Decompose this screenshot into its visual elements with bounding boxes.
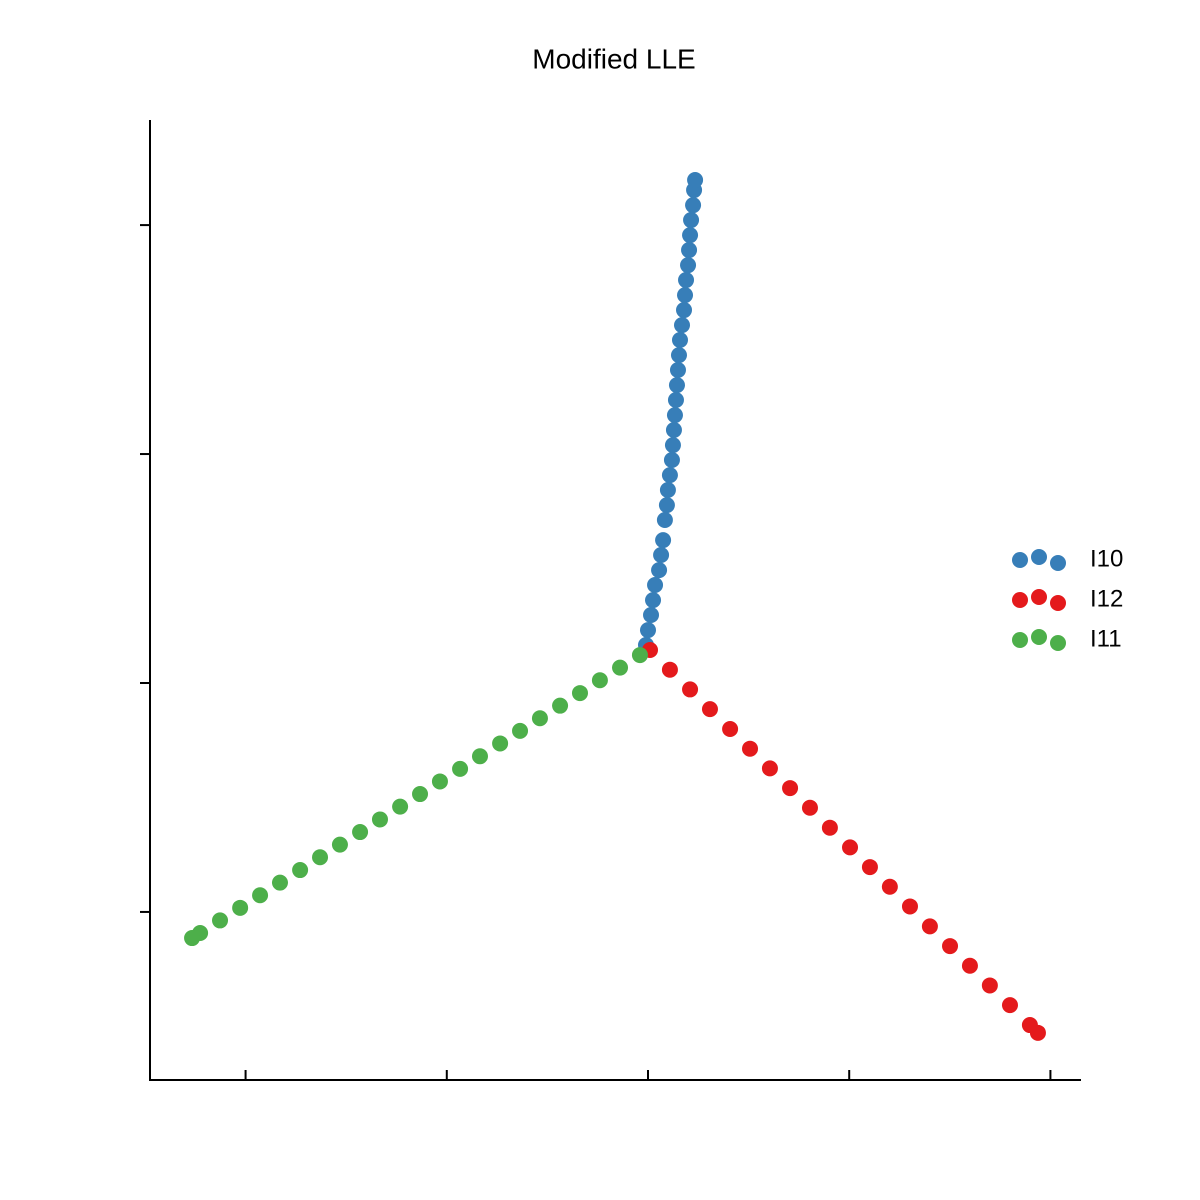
point — [801, 799, 818, 816]
point — [861, 859, 878, 876]
legend-label: I11 — [1090, 625, 1122, 652]
legend-label: I10 — [1090, 545, 1123, 572]
legend-marker — [1050, 635, 1066, 651]
point — [392, 798, 409, 815]
point — [664, 437, 681, 454]
point — [665, 422, 682, 439]
point — [961, 957, 978, 974]
point — [492, 735, 509, 752]
point — [252, 887, 269, 904]
point — [661, 467, 678, 484]
point — [666, 407, 683, 424]
legend-marker — [1050, 595, 1066, 611]
point — [352, 824, 369, 841]
legend-marker — [1012, 592, 1028, 608]
point — [631, 647, 648, 664]
point — [669, 362, 686, 379]
point — [643, 606, 660, 623]
point — [681, 242, 698, 259]
point — [271, 874, 288, 891]
point — [742, 740, 759, 757]
point — [663, 451, 680, 468]
point — [656, 511, 673, 528]
point — [512, 722, 529, 739]
point — [658, 497, 675, 514]
point — [881, 878, 898, 895]
point — [677, 287, 694, 304]
point — [612, 659, 629, 676]
point — [821, 819, 838, 836]
point — [552, 697, 569, 714]
point — [659, 481, 676, 498]
point — [782, 780, 799, 797]
legend-marker — [1031, 589, 1047, 605]
point — [639, 622, 656, 639]
point — [682, 227, 699, 244]
point — [683, 212, 700, 229]
point — [761, 760, 778, 777]
point — [842, 839, 859, 856]
point — [531, 710, 548, 727]
point — [431, 773, 448, 790]
point — [722, 721, 739, 738]
point — [670, 347, 687, 364]
legend-marker — [1050, 555, 1066, 571]
point — [678, 272, 695, 289]
point — [687, 171, 704, 188]
point — [184, 930, 201, 947]
legend-marker — [1012, 552, 1028, 568]
point — [651, 562, 668, 579]
point — [645, 592, 662, 609]
point — [685, 197, 702, 214]
point — [674, 317, 691, 334]
point — [701, 701, 718, 718]
chart-title: Modified LLE — [532, 43, 695, 74]
point — [901, 898, 918, 915]
point — [412, 786, 429, 803]
point — [682, 681, 699, 698]
point — [655, 532, 672, 549]
point — [668, 377, 685, 394]
point — [232, 899, 249, 916]
point — [921, 918, 938, 935]
point — [680, 257, 697, 274]
point — [1029, 1024, 1046, 1041]
point — [1001, 997, 1018, 1014]
point — [653, 547, 670, 564]
point — [661, 661, 678, 678]
point — [471, 748, 488, 765]
point — [331, 836, 348, 853]
point — [667, 392, 684, 409]
legend-marker — [1031, 629, 1047, 645]
legend-label: I12 — [1090, 585, 1123, 612]
point — [292, 862, 309, 879]
point — [571, 685, 588, 702]
point — [452, 760, 469, 777]
point — [676, 302, 693, 319]
point — [312, 849, 329, 866]
point — [981, 977, 998, 994]
point — [371, 811, 388, 828]
point — [942, 938, 959, 955]
legend-marker — [1031, 549, 1047, 565]
point — [647, 577, 664, 594]
point — [212, 912, 229, 929]
point — [671, 332, 688, 349]
point — [591, 672, 608, 689]
legend-marker — [1012, 632, 1028, 648]
